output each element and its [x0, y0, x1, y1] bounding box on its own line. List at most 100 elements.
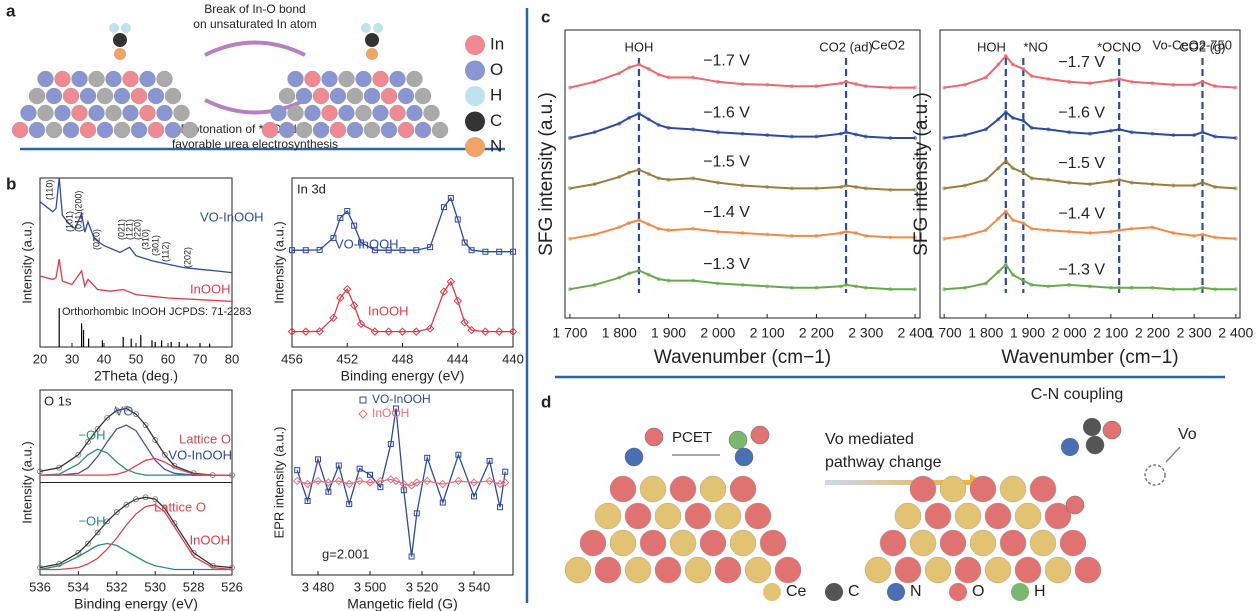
x-tick-label: 2 000: [1052, 325, 1087, 341]
atom: [356, 105, 372, 121]
annotation: g=2.001: [322, 546, 369, 561]
data-line: [570, 220, 915, 239]
atom: [655, 503, 681, 529]
atom: [262, 122, 278, 138]
atom: [109, 23, 119, 33]
atom: [313, 122, 329, 138]
legend-label: Ce: [786, 583, 807, 600]
atom: [140, 105, 156, 121]
legend-label: N: [910, 583, 922, 600]
x-axis-label: Binding energy (eV): [74, 596, 198, 611]
atom: [415, 122, 431, 138]
x-tick-label: 536: [29, 579, 51, 594]
plot-frame: [40, 178, 232, 347]
atom: [1030, 530, 1056, 556]
atom: [1060, 530, 1086, 556]
x-tick-label: 444: [447, 351, 469, 366]
atom: [645, 428, 663, 446]
annotation: (020): [91, 229, 101, 250]
atom: [1030, 476, 1056, 502]
atom: [1015, 503, 1041, 529]
vacancy: [1145, 465, 1165, 485]
atom: [364, 88, 380, 104]
atom: [296, 122, 312, 138]
annotation: (110): [44, 180, 54, 200]
annotation: (202): [182, 247, 192, 268]
atom: [625, 448, 643, 466]
annotation: favorable urea electrosynthesis: [172, 137, 338, 151]
y-axis-label: SFG intensity (a.u.): [911, 92, 932, 256]
annotation: PCET: [672, 429, 712, 446]
legend-marker: [465, 137, 485, 157]
atom: [322, 71, 338, 87]
series-label: VO: [115, 403, 134, 418]
atom: [955, 557, 981, 583]
atom: [114, 48, 126, 60]
atom: [390, 71, 406, 87]
plot-frame: [292, 178, 513, 347]
atom: [157, 71, 173, 87]
series-label: InOOH: [368, 303, 408, 318]
x-tick-label: 2 400: [1218, 325, 1253, 341]
atom: [407, 71, 423, 87]
series-label: InOOH: [190, 281, 230, 296]
atom: [940, 530, 966, 556]
series-label: −OH: [78, 427, 105, 442]
atom: [910, 530, 936, 556]
atom: [424, 105, 440, 121]
x-tick-label: 2 200: [799, 325, 834, 341]
atom: [121, 23, 131, 33]
atom: [365, 33, 379, 47]
x-tick-label: 1 800: [602, 325, 637, 341]
series-label: −1.6 V: [703, 105, 750, 122]
x-tick-label: 80: [225, 351, 239, 366]
series-label: InOOH: [190, 532, 230, 547]
x-tick-label: 70: [193, 351, 207, 366]
atom: [46, 88, 62, 104]
atom: [313, 88, 329, 104]
atom: [745, 557, 771, 583]
atom: [373, 23, 383, 33]
chart-title: In 3d: [297, 181, 326, 196]
atom: [1086, 436, 1104, 454]
legend-label: C: [490, 111, 502, 130]
reference-label: CO2 (g): [1179, 39, 1225, 54]
atom: [148, 122, 164, 138]
legend-label: H: [1034, 583, 1046, 600]
atom: [29, 88, 45, 104]
annotation: C-N coupling: [1031, 386, 1123, 403]
x-tick-label: 526: [221, 579, 243, 594]
series-label: −1.4 V: [703, 204, 750, 221]
x-tick-label: 40: [97, 351, 111, 366]
legend-label: O: [972, 583, 984, 600]
reference-label: HOH: [977, 39, 1006, 54]
atom: [140, 71, 156, 87]
atom: [296, 88, 312, 104]
chart: 536534532530528526Binding energy (eV)Int…: [19, 390, 242, 611]
atom: [114, 122, 130, 138]
atom: [985, 503, 1011, 529]
series-label: VO-InOOH: [168, 447, 232, 462]
legend-marker: [887, 583, 905, 601]
annotation: pathway change: [825, 454, 942, 471]
x-tick-label: 3 540: [458, 579, 491, 594]
annotation: (112): [160, 242, 170, 262]
atom: [106, 105, 122, 121]
annotation: on unsaturated In atom: [193, 17, 316, 31]
y-axis-label: Intensity (a.u.): [19, 441, 34, 523]
annotation: Vo mediated: [825, 431, 914, 448]
annotation: (301): [150, 235, 160, 256]
atom: [775, 557, 801, 583]
atom: [685, 557, 711, 583]
atom: [373, 105, 389, 121]
chart-title: O 1s: [44, 393, 72, 408]
x-tick-label: 1 900: [651, 325, 686, 341]
figure: a b c d Break of In-O bond on unsaturate…: [0, 0, 1258, 611]
atom: [432, 122, 448, 138]
atom: [398, 122, 414, 138]
atom: [339, 105, 355, 121]
atom: [715, 557, 741, 583]
atom: [381, 122, 397, 138]
atom: [610, 476, 636, 502]
x-tick-label: 440: [502, 351, 524, 366]
